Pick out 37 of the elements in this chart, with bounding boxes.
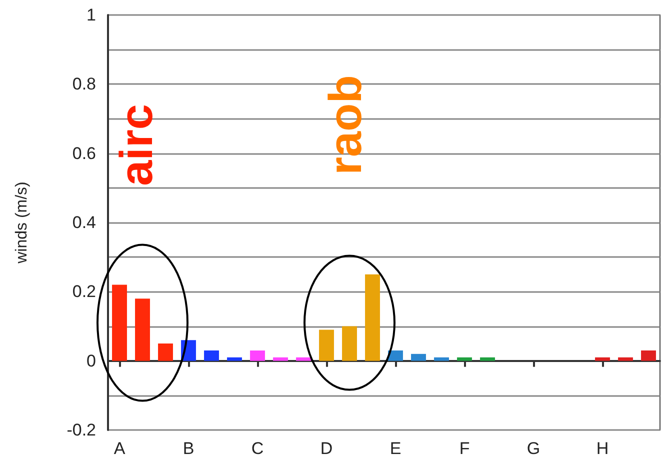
x-tick-label: A (114, 439, 126, 458)
y-tick-label: 0.8 (72, 74, 96, 94)
y-tick-label: 1 (86, 6, 96, 24)
bar (342, 326, 357, 361)
bar (319, 330, 334, 361)
y-axis-title: winds (m/s) (14, 182, 30, 264)
y-tick-label: -0.2 (66, 420, 96, 440)
x-tick-label: D (320, 439, 333, 458)
bar (158, 344, 173, 361)
bar (365, 274, 380, 361)
x-tick-label: F (459, 439, 470, 458)
bar (457, 357, 472, 361)
y-tick-label: 0.4 (72, 213, 96, 232)
bar (411, 354, 426, 361)
bar (296, 357, 311, 361)
x-tick-label: H (596, 439, 609, 458)
bar (618, 357, 633, 361)
bar (641, 350, 656, 361)
x-tick-label: B (182, 439, 194, 458)
bar (227, 357, 242, 361)
bar (273, 357, 288, 361)
bar (112, 284, 127, 361)
bar (434, 357, 449, 361)
x-tick-label: C (251, 439, 264, 458)
y-tick-label: 0.2 (72, 282, 96, 302)
bar (135, 298, 150, 361)
bar (388, 350, 403, 361)
y-tick-label: 0.6 (72, 144, 96, 163)
x-tick-label: G (526, 439, 540, 458)
bar (595, 357, 610, 361)
bar (204, 350, 219, 361)
annotation: airc (110, 104, 162, 186)
y-tick-label: 0 (86, 351, 96, 370)
bar (480, 357, 495, 361)
bar (250, 350, 265, 361)
annotation: raob (319, 75, 371, 175)
x-tick-label: E (390, 439, 402, 458)
